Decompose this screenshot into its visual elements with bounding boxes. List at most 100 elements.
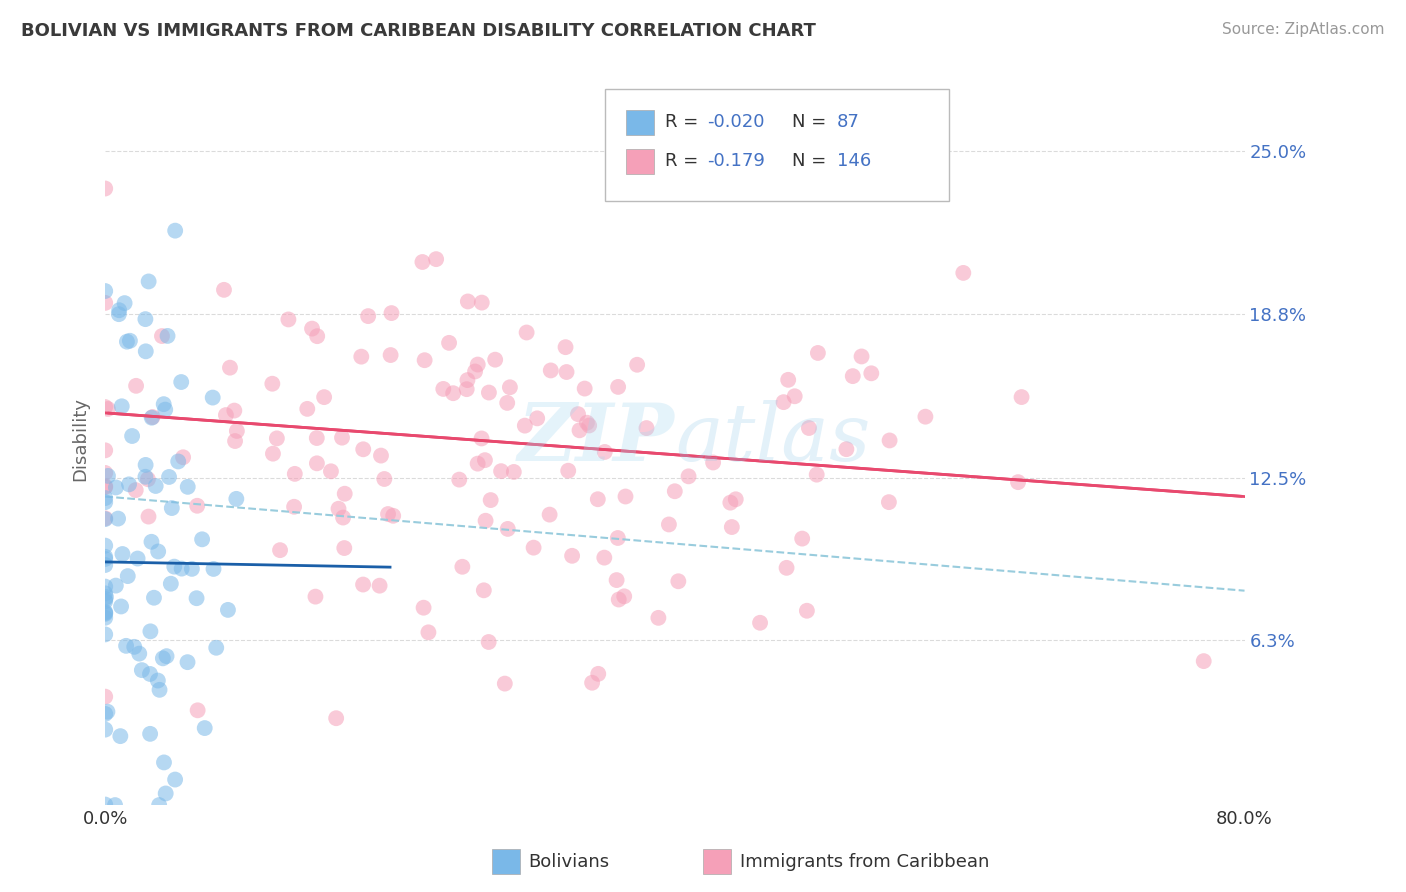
Point <box>122 640 145 654</box>
Point <box>418 625 440 640</box>
Point <box>557 464 579 478</box>
Point <box>94 539 117 553</box>
Point <box>325 711 347 725</box>
Point <box>464 364 486 378</box>
Point <box>538 508 561 522</box>
Point <box>172 450 194 465</box>
Point <box>121 429 143 443</box>
Point <box>484 352 506 367</box>
Point <box>437 335 460 350</box>
Point <box>636 421 658 435</box>
Text: N =: N = <box>792 113 831 131</box>
Point <box>806 467 828 482</box>
Point <box>567 407 589 421</box>
Point <box>138 275 160 289</box>
Point <box>94 511 117 525</box>
Point <box>225 491 247 506</box>
Text: -0.020: -0.020 <box>707 113 765 131</box>
Point <box>94 495 117 509</box>
Text: ZIP: ZIP <box>517 401 675 478</box>
Point <box>467 457 489 471</box>
Point <box>370 449 392 463</box>
Point <box>574 382 596 396</box>
Point <box>97 469 120 483</box>
Point <box>128 647 150 661</box>
Point <box>449 473 471 487</box>
Point <box>212 283 235 297</box>
Point <box>478 385 501 400</box>
Point <box>666 574 689 589</box>
Point <box>139 727 162 741</box>
Point <box>373 472 395 486</box>
Point <box>94 797 117 812</box>
Point <box>94 552 117 566</box>
Point <box>499 380 522 394</box>
Point <box>441 386 464 401</box>
Point <box>516 326 538 340</box>
Point <box>125 379 148 393</box>
Point <box>215 408 238 422</box>
Point <box>380 306 402 320</box>
Point <box>94 586 117 600</box>
Point <box>194 721 217 735</box>
Point <box>170 561 193 575</box>
Point <box>357 309 380 323</box>
Point <box>494 676 516 690</box>
Point <box>496 396 519 410</box>
Point <box>664 484 686 499</box>
Point <box>139 624 162 639</box>
Point <box>143 591 166 605</box>
Point <box>108 303 131 318</box>
Point <box>797 421 820 435</box>
Point <box>807 346 830 360</box>
Point <box>489 464 512 478</box>
Point <box>118 477 141 491</box>
Point <box>432 382 454 396</box>
Point <box>150 329 173 343</box>
Point <box>382 508 405 523</box>
Point <box>134 312 156 326</box>
Point <box>718 496 741 510</box>
Point <box>470 432 492 446</box>
Point <box>94 296 117 310</box>
Point <box>678 469 700 483</box>
Text: Immigrants from Caribbean: Immigrants from Caribbean <box>740 853 988 871</box>
Point <box>94 491 117 505</box>
Point <box>165 772 187 787</box>
Point <box>94 592 117 607</box>
Point <box>94 549 117 564</box>
Point <box>314 390 336 404</box>
Point <box>607 592 630 607</box>
Point <box>94 284 117 298</box>
Point <box>613 590 636 604</box>
Point <box>593 445 616 459</box>
Point <box>1192 654 1215 668</box>
Point <box>496 522 519 536</box>
Point <box>456 373 478 387</box>
Text: N =: N = <box>792 153 831 170</box>
Point <box>879 434 901 448</box>
Point <box>118 334 141 348</box>
Point <box>333 487 356 501</box>
Text: BOLIVIAN VS IMMIGRANTS FROM CARIBBEAN DISABILITY CORRELATION CHART: BOLIVIAN VS IMMIGRANTS FROM CARIBBEAN DI… <box>21 22 815 40</box>
Point <box>772 395 794 409</box>
Point <box>111 547 134 561</box>
Point <box>186 499 208 513</box>
Point <box>125 483 148 497</box>
Point <box>581 675 603 690</box>
Point <box>304 590 326 604</box>
Point <box>575 416 598 430</box>
Text: R =: R = <box>665 113 704 131</box>
Point <box>606 531 628 545</box>
Point <box>478 635 501 649</box>
Point <box>156 329 179 343</box>
Point <box>796 604 818 618</box>
Point <box>412 600 434 615</box>
Point <box>94 706 117 721</box>
Point <box>224 434 246 448</box>
Point <box>724 492 747 507</box>
Point <box>104 578 127 592</box>
Point <box>96 705 118 719</box>
Point <box>877 495 900 509</box>
Text: Bolivians: Bolivians <box>529 853 610 871</box>
